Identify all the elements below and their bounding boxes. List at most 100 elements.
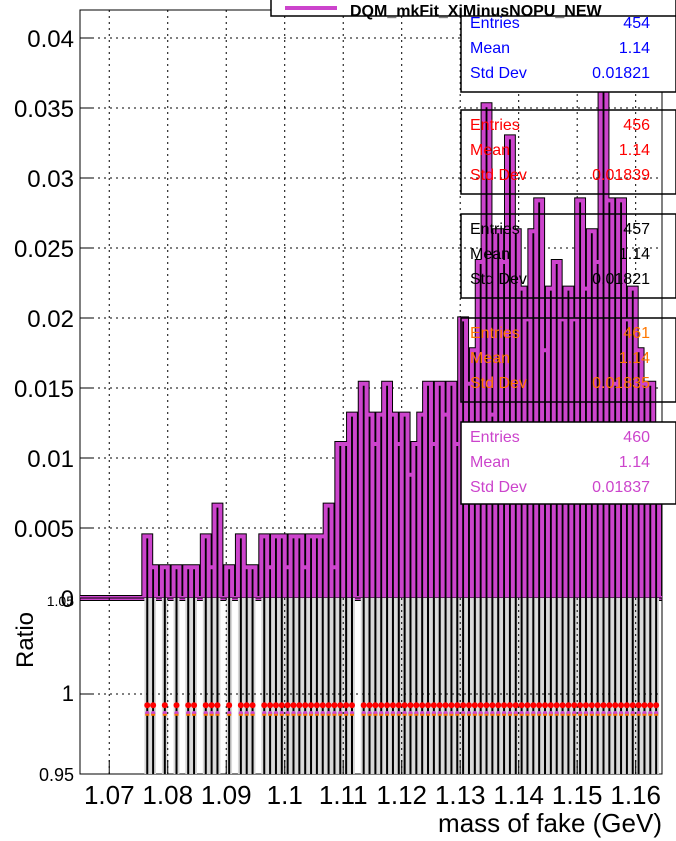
ratio-point-red bbox=[261, 702, 268, 709]
ratio-y-label: Ratio bbox=[12, 612, 39, 668]
y-tick-label: 0 bbox=[61, 586, 74, 613]
stats-label: Mean bbox=[470, 350, 510, 367]
stats-box-frame bbox=[460, 109, 676, 195]
stats-value: 454 bbox=[623, 15, 650, 32]
x-tick-label: 1.08 bbox=[142, 780, 193, 810]
ratio-point-red bbox=[530, 702, 537, 709]
stats-value: 1.14 bbox=[619, 142, 650, 159]
ratio-point-red bbox=[489, 702, 496, 709]
ratio-point-red bbox=[471, 702, 478, 709]
ratio-points bbox=[144, 702, 660, 716]
y-tick-label: 0.035 bbox=[14, 96, 74, 123]
stats-value: 1.14 bbox=[619, 246, 650, 263]
stats-label: Entries bbox=[470, 221, 520, 238]
x-tick-label: 1.13 bbox=[435, 780, 486, 810]
stats-label: Std Dev bbox=[470, 65, 527, 82]
ratio-point-red bbox=[465, 702, 472, 709]
ratio-point-red bbox=[483, 702, 490, 709]
ratio-point-red bbox=[606, 702, 613, 709]
ratio-error-bands bbox=[144, 598, 660, 774]
y-tick-label: 0.025 bbox=[14, 236, 74, 263]
stats-label: Mean bbox=[470, 246, 510, 263]
stats-box-frame bbox=[460, 421, 676, 505]
ratio-y-tick-label: 0.95 bbox=[39, 765, 74, 785]
ratio-point-red bbox=[588, 702, 595, 709]
ratio-point-red bbox=[313, 702, 320, 709]
stats-label: Entries bbox=[470, 429, 520, 446]
ratio-point-red bbox=[296, 702, 303, 709]
stats-value: 0.01839 bbox=[592, 167, 650, 184]
ratio-point-red bbox=[506, 702, 513, 709]
main-y-axis: 0 0.005 0.01 0.015 0.02 0.025 0.03 0.035 0.04 bbox=[14, 26, 94, 613]
ratio-point-red bbox=[536, 702, 543, 709]
y-tick-label: 0.015 bbox=[14, 376, 74, 403]
chart-title: DQM_mkFit_XiMinusNOPU_NEW bbox=[350, 3, 602, 20]
ratio-point-red bbox=[582, 702, 589, 709]
ratio-point-red bbox=[559, 702, 566, 709]
stats-value: 1.14 bbox=[619, 454, 650, 471]
ratio-point-red bbox=[565, 702, 572, 709]
ratio-point-red bbox=[571, 702, 578, 709]
ratio-point-red bbox=[325, 702, 332, 709]
stats-box-frame bbox=[460, 213, 676, 299]
ratio-point-red bbox=[454, 702, 461, 709]
ratio-point-red bbox=[623, 702, 630, 709]
ratio-point-red bbox=[226, 702, 233, 709]
y-tick-label: 0.03 bbox=[27, 166, 74, 193]
x-axis: 1.07 1.08 1.09 1.1 1.11 1.12 1.13 1.14 1.15 1.16 bbox=[84, 760, 661, 810]
ratio-point-red bbox=[430, 702, 437, 709]
ratio-point-red bbox=[290, 702, 297, 709]
stats-value: 1.14 bbox=[619, 350, 650, 367]
ratio-point-red bbox=[629, 702, 636, 709]
ratio-point-red bbox=[618, 702, 625, 709]
ratio-point-red bbox=[547, 702, 554, 709]
ratio-point-red bbox=[284, 702, 291, 709]
ratio-point-red bbox=[191, 702, 198, 709]
ratio-point-red bbox=[208, 702, 215, 709]
ratio-top-tick-label: 1.05 bbox=[47, 593, 74, 609]
ratio-point-red bbox=[161, 702, 168, 709]
ratio-point-red bbox=[542, 702, 549, 709]
ratio-point-red bbox=[395, 702, 402, 709]
stats-box: Entries 456 Mean 1.14 Std Dev 0.01839 bbox=[460, 109, 676, 195]
ratio-point-red bbox=[348, 702, 355, 709]
ratio-point-red bbox=[214, 702, 221, 709]
x-tick-label: 1.14 bbox=[493, 780, 544, 810]
ratio-point-red bbox=[524, 702, 531, 709]
ratio-point-red bbox=[173, 702, 180, 709]
stats-box: Entries 461 Mean 1.14 Std Dev 0.01835 bbox=[460, 317, 676, 403]
y-tick-label: 0.005 bbox=[14, 516, 74, 543]
y-tick-label: 0.01 bbox=[27, 446, 74, 473]
ratio-point-red bbox=[278, 702, 285, 709]
main-grid bbox=[80, 10, 662, 598]
ratio-point-red bbox=[495, 702, 502, 709]
ratio-point-red bbox=[448, 702, 455, 709]
ratio-point-red bbox=[413, 702, 420, 709]
ratio-point-red bbox=[641, 702, 648, 709]
stats-label: Std Dev bbox=[470, 479, 527, 496]
ratio-point-red bbox=[366, 702, 373, 709]
stats-value: 0.01837 bbox=[592, 479, 650, 496]
ratio-point-red bbox=[372, 702, 379, 709]
stats-box-frame bbox=[460, 7, 676, 93]
ratio-point-red bbox=[460, 702, 467, 709]
stats-box: Entries 457 Mean 1.14 Std Dev 0.01821 bbox=[460, 213, 676, 299]
y-tick-label: 0.04 bbox=[27, 26, 74, 53]
ratio-point-red bbox=[653, 702, 660, 709]
ratio-point-red bbox=[501, 702, 508, 709]
ratio-point-red bbox=[401, 702, 408, 709]
x-tick-label: 1.1 bbox=[267, 780, 303, 810]
stats-value: 460 bbox=[623, 429, 650, 446]
stats-box: Entries 460 Mean 1.14 Std Dev 0.01837 bbox=[460, 421, 676, 505]
stats-label: Std Dev bbox=[470, 271, 527, 288]
ratio-point-red bbox=[337, 702, 344, 709]
stats-value: 0.01835 bbox=[592, 375, 650, 392]
stats-value: 0.01821 bbox=[592, 271, 650, 288]
histogram-series bbox=[80, 45, 662, 600]
ratio-point-red bbox=[378, 702, 385, 709]
ratio-point-red bbox=[267, 702, 274, 709]
ratio-point-red bbox=[512, 702, 519, 709]
ratio-point-red bbox=[331, 702, 338, 709]
x-tick-label: 1.12 bbox=[376, 780, 427, 810]
